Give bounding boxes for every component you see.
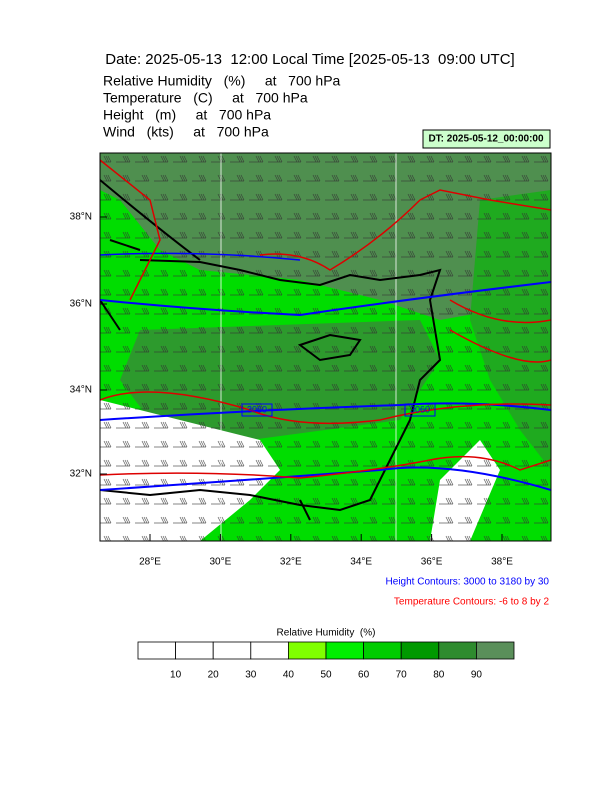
colorbar-box	[137, 641, 176, 660]
contour-label: 3060	[410, 404, 430, 414]
lon-label: 34°E	[350, 557, 372, 568]
temp-contour	[259, 189, 551, 271]
lon-label: 36°E	[421, 557, 443, 568]
wind-barbs	[100, 153, 551, 541]
coastline	[100, 259, 442, 512]
colorbar-label: 90	[471, 670, 483, 681]
height-contour	[100, 252, 301, 261]
colorbar-box	[400, 641, 440, 660]
colorbar-box	[363, 641, 402, 660]
coastline-cyprus	[297, 333, 362, 362]
lon-label: 32°E	[280, 557, 302, 568]
coastline	[100, 179, 311, 521]
colorbar-box	[475, 641, 515, 660]
colorbar-label: 60	[358, 670, 370, 681]
colorbar-title: Relative Humidity (%)	[277, 628, 376, 639]
map-axes: 38°N 36°N 34°N 32°N 28°E 30°E 32°E 34°E 36°E 38°E	[70, 212, 514, 568]
field-line: Wind (kts) at 700 hPa	[103, 124, 269, 140]
valid-box	[422, 129, 551, 149]
contour-notes: Height Contours: 3000 to 3180 by 30 Tempe…	[386, 577, 550, 608]
lon-label: 30°E	[210, 557, 232, 568]
contour-note: Height Contours: 3000 to 3180 by 30	[386, 577, 550, 588]
field-list: Relative Humidity (%) at 700 hPaTemperat…	[103, 73, 341, 140]
valid-label: DT: 2025-05-12_00:00:00	[428, 134, 544, 145]
temp-contour	[100, 455, 551, 479]
height-contour	[100, 281, 551, 317]
colorbar-label: 20	[208, 670, 220, 681]
lon-label: 28°E	[139, 557, 161, 568]
contour-label: 3060	[247, 404, 267, 414]
contour-label-box	[404, 403, 436, 417]
field-line: Temperature (C) at 700 hPa	[103, 90, 308, 106]
colorbar-box	[175, 641, 214, 660]
lat-label: 36°N	[70, 299, 92, 310]
contour-label-box	[241, 403, 273, 417]
colorbar-label: 40	[283, 670, 295, 681]
colorbar-box	[325, 641, 364, 660]
contour-note: Temperature Contours: -6 to 8 by 2	[394, 597, 550, 608]
field-line: Height (m) at 700 hPa	[103, 107, 271, 123]
colorbar-label: 70	[396, 670, 408, 681]
temp-contour	[100, 391, 551, 425]
map-frame	[99, 152, 552, 542]
colorbar-box	[250, 641, 289, 660]
colorbar-label: 10	[170, 670, 182, 681]
field-line: Relative Humidity (%) at 700 hPa	[103, 73, 341, 89]
colorbar-box	[287, 641, 327, 660]
lat-label: 38°N	[70, 212, 92, 223]
lat-label: 32°N	[70, 469, 92, 480]
map: 3060 3060	[100, 153, 551, 541]
colorbar-label: 50	[320, 670, 332, 681]
lon-label: 38°E	[491, 557, 513, 568]
colorbar-label: 30	[245, 670, 257, 681]
lat-label: 34°N	[70, 385, 92, 396]
colorbar-box	[438, 641, 477, 660]
temp-contour	[100, 159, 551, 363]
title: Date: 2025-05-13 12:00 Local Time [2025-…	[105, 51, 514, 68]
colorbar-box	[212, 641, 252, 660]
height-contour	[100, 466, 551, 491]
colorbar-label: 80	[433, 670, 445, 681]
colorbar: Relative Humidity (%) 10 20 30 40 50 60 70 80 90	[137, 628, 515, 681]
